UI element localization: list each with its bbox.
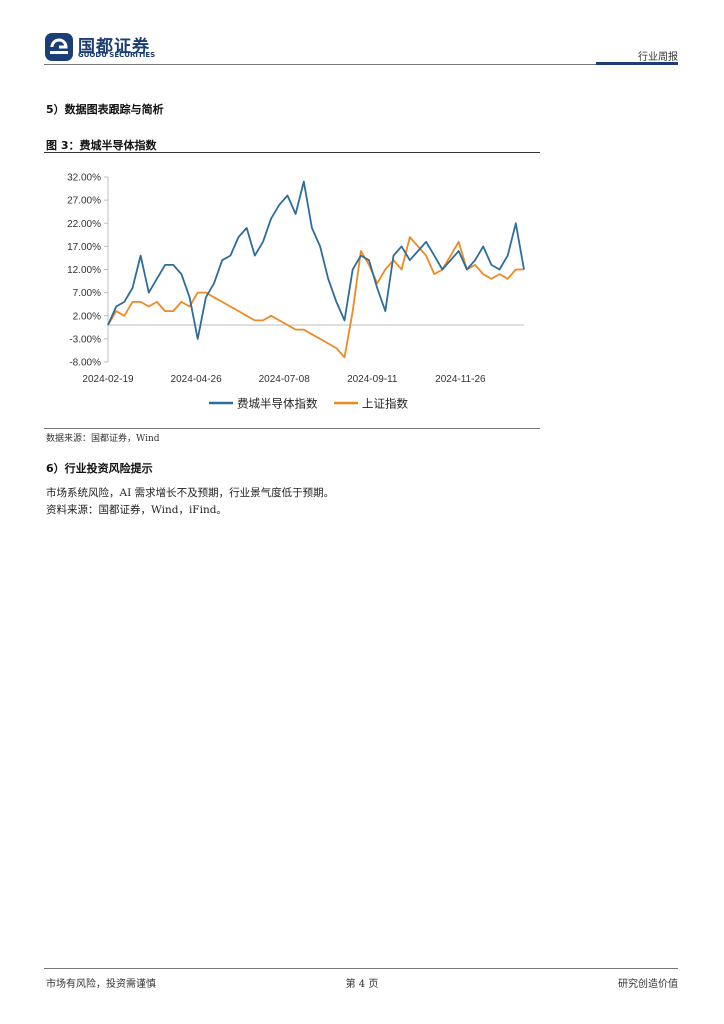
figure-title: 图 3：费城半导体指数 bbox=[46, 139, 157, 152]
series-line bbox=[107, 180, 525, 340]
risk-text: 市场系统风险，AI 需求增长不及预期，行业景气度低于预期。 bbox=[46, 487, 335, 499]
logo-cn-text: 国都证券 bbox=[78, 37, 150, 57]
y-tick-label: 22.00% bbox=[67, 219, 101, 230]
series-line bbox=[107, 236, 524, 359]
y-tick-label: 17.00% bbox=[67, 242, 101, 253]
y-tick-label: 2.00% bbox=[73, 311, 101, 322]
header-accent-bar bbox=[596, 62, 678, 65]
figure-top-rule bbox=[44, 152, 540, 153]
footer-disclaimer: 市场有风险，投资需谨慎 bbox=[46, 979, 156, 990]
footer-divider bbox=[44, 968, 678, 969]
y-tick-label: 32.00% bbox=[67, 173, 101, 184]
footer-slogan: 研究创造价值 bbox=[618, 979, 678, 990]
y-tick-label: 7.00% bbox=[73, 288, 101, 299]
y-tick-label: 12.00% bbox=[67, 265, 101, 276]
x-tick-label: 2024-07-08 bbox=[259, 374, 311, 385]
header-divider bbox=[44, 64, 678, 65]
legend-label: 上证指数 bbox=[362, 397, 408, 411]
logo-en-text: GUODU SECURITIES bbox=[78, 51, 156, 59]
semiconductor-index-chart: 32.00% 27.00% 22.00% 17.00% 12.00% 7.00% 2.00%… bbox=[67, 173, 525, 411]
report-type: 行业周报 bbox=[638, 52, 678, 63]
x-tick-label: 2024-04-26 bbox=[171, 374, 223, 385]
x-tick-label: 2024-02-19 bbox=[82, 374, 134, 385]
figure-source: 数据来源：国都证券，Wind bbox=[46, 434, 160, 444]
y-tick-label: -8.00% bbox=[69, 358, 101, 369]
page-number: 第 4 页 bbox=[345, 979, 379, 990]
y-tick-label: 27.00% bbox=[67, 196, 101, 207]
x-tick-label: 2024-11-26 bbox=[435, 374, 486, 385]
sources-text: 资料来源：国都证券，Wind，iFind。 bbox=[46, 504, 227, 516]
figure-bottom-rule bbox=[44, 428, 540, 429]
section5-title: 5）数据图表跟踪与简析 bbox=[46, 103, 164, 116]
x-tick-label: 2024-09-11 bbox=[347, 374, 398, 385]
y-tick-label: -3.00% bbox=[69, 334, 101, 345]
legend-label: 费城半导体指数 bbox=[237, 397, 318, 411]
company-logo-icon bbox=[45, 33, 73, 61]
section6-title: 6）行业投资风险提示 bbox=[46, 462, 153, 475]
